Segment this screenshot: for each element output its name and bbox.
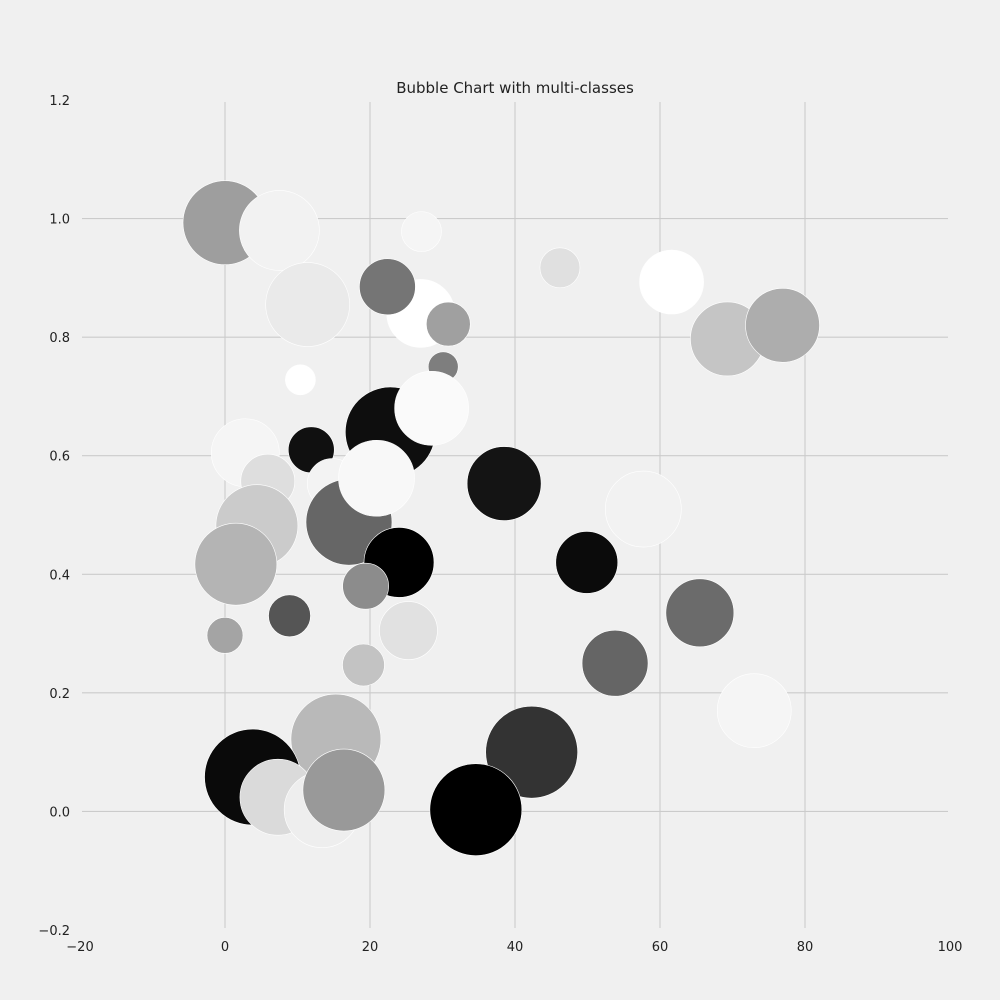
bubble-2 [239,190,320,271]
bubble-28 [342,562,389,610]
y-tick-label: 0.8 [49,331,70,346]
bubble-37 [485,705,578,799]
x-tick-label: −20 [66,940,93,955]
bubble-3 [401,211,442,252]
bubble-20 [466,446,542,521]
bubble-29 [665,578,735,648]
x-tick-label: 0 [221,940,229,955]
bubble-42 [429,763,523,856]
y-tick-labels: −0.2 0.0 0.2 0.4 0.6 0.8 1.0 1.2 [38,94,70,939]
bubble-4 [539,247,581,289]
bubble-series [182,180,820,856]
bubble-8 [359,258,416,316]
bubble-25 [194,522,278,606]
x-tick-label: 40 [507,940,524,955]
x-tick-label: 100 [938,940,963,955]
x-tick-labels: −20 0 20 40 60 80 100 [66,940,962,955]
y-tick-label: 1.0 [49,213,70,228]
bubble-13 [285,364,316,396]
bubble-35 [716,673,792,748]
y-tick-label: 0.2 [49,687,70,702]
y-tick-label: −0.2 [38,924,70,939]
bubble-30 [268,594,311,638]
bubble-31 [206,617,244,654]
bubble-21 [605,470,682,548]
bubble-33 [581,629,649,697]
x-tick-label: 20 [362,940,379,955]
bubble-34 [342,643,385,687]
bubble-32 [379,601,438,660]
bubble-6 [265,262,350,347]
bubble-41 [302,748,386,832]
y-tick-label: 1.2 [49,94,70,109]
bubble-5 [639,249,704,315]
bubble-15 [394,370,469,446]
bubble-27 [555,531,619,594]
bubble-11 [745,287,820,363]
x-tick-label: 60 [652,940,669,955]
bubble-9 [425,301,471,347]
y-tick-label: 0.0 [49,805,70,820]
y-tick-label: 0.4 [49,568,70,583]
x-tick-label: 80 [797,940,814,955]
bubble-23 [338,439,415,517]
chart-title: Bubble Chart with multi-classes [396,79,634,97]
y-tick-label: 0.6 [49,450,70,465]
